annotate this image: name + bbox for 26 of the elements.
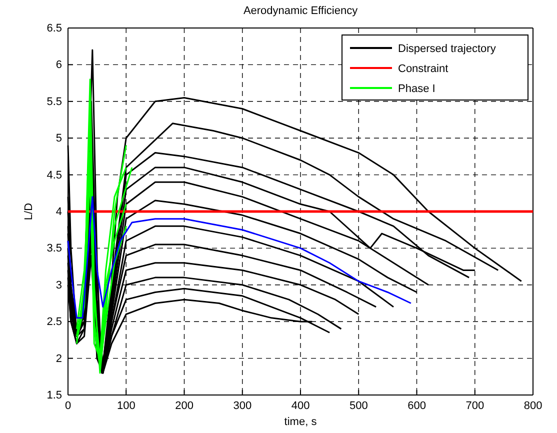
x-tick-label: 0 (64, 400, 72, 412)
y-tick-label: 4 (56, 206, 62, 218)
x-tick-label: 500 (349, 400, 368, 412)
y-tick-label: 4.5 (46, 169, 62, 182)
legend-label: Dispersed trajectory (398, 43, 496, 55)
x-tick-label: 700 (466, 400, 484, 412)
y-tick-label: 5.5 (46, 96, 62, 108)
x-tick-label: 200 (175, 400, 194, 412)
x-axis-title: time, s (284, 416, 318, 428)
x-tick-label: 800 (524, 400, 542, 412)
y-tick-label: 5 (56, 132, 62, 145)
x-tick-label: 100 (116, 400, 136, 412)
y-tick-label: 2 (56, 352, 62, 365)
legend-label: Phase I (398, 83, 436, 95)
y-tick-label: 1.5 (46, 390, 62, 402)
y-tick-label: 6 (56, 59, 62, 72)
y-tick-label: 3.5 (46, 242, 62, 255)
x-tick-label: 600 (408, 400, 426, 412)
y-axis-title: L/D (23, 202, 35, 220)
chart-title: Aerodynamic Efficiency (243, 5, 358, 17)
x-tick-label: 300 (233, 400, 252, 412)
y-tick-label: 3 (56, 279, 62, 292)
y-tick-label: 2.5 (46, 316, 62, 328)
legend-label: Constraint (398, 63, 448, 75)
y-tick-label: 6.5 (46, 22, 62, 35)
x-tick-label: 400 (291, 400, 310, 412)
